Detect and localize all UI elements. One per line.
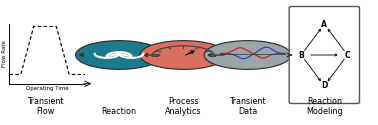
Circle shape [76,41,163,69]
Text: Transient
Flow: Transient Flow [27,97,64,116]
Text: A: A [321,20,327,29]
FancyBboxPatch shape [289,6,359,103]
Circle shape [204,41,291,69]
Text: B: B [298,50,304,59]
Circle shape [140,41,227,69]
Text: Reaction
Modeling: Reaction Modeling [306,97,342,116]
Text: Process
Analytics: Process Analytics [165,97,201,116]
Text: Reaction: Reaction [102,107,136,116]
Text: D: D [321,81,327,90]
Text: C: C [345,50,350,59]
Text: Transient
Data: Transient Data [229,97,266,116]
